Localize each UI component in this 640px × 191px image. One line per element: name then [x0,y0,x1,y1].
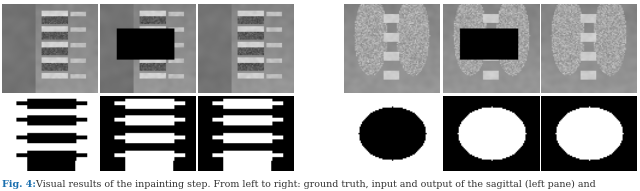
Text: Fig. 4:: Fig. 4: [2,180,36,189]
Text: Visual results of the inpainting step. From left to right: ground truth, input a: Visual results of the inpainting step. F… [33,180,595,189]
